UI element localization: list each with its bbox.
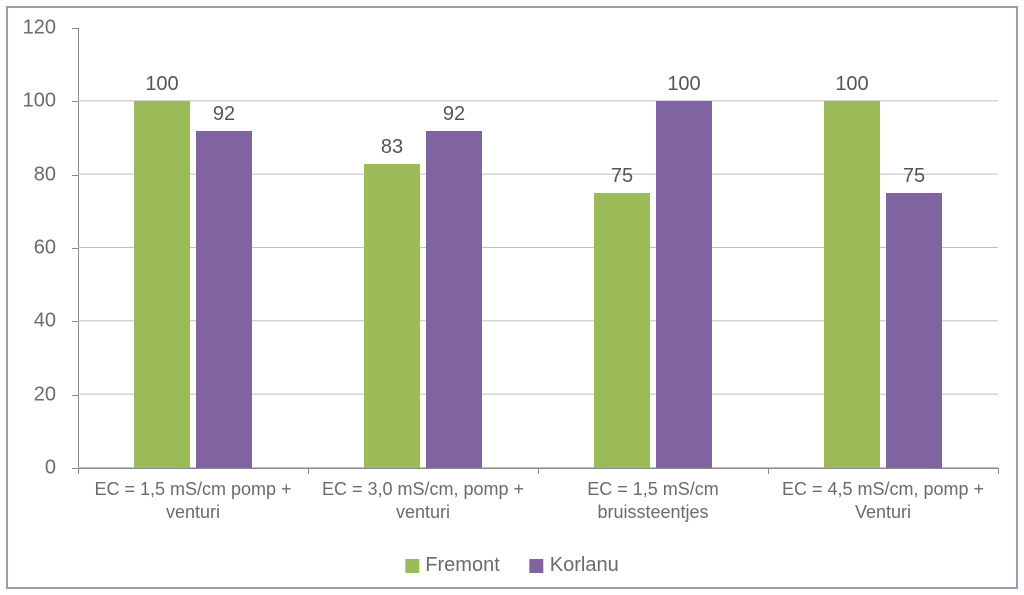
y-tick-label: 80 [6,163,56,186]
legend-swatch [530,559,544,573]
bar-data-label: 75 [611,165,633,188]
y-tick-label: 120 [6,17,56,40]
x-tick-mark [998,468,999,474]
bar-data-label: 92 [443,103,465,126]
legend-swatch [405,559,419,573]
y-tick-label: 60 [6,237,56,260]
bar-group: 10092 [78,28,308,468]
bar-data-label: 75 [903,165,925,188]
legend: Fremont Korlanu [405,554,618,577]
bar: 92 [426,131,482,468]
legend-item: Korlanu [530,554,619,577]
bar: 92 [196,131,252,468]
bar: 100 [134,101,190,468]
bar-groups: 1009283927510010075 [78,28,998,468]
bar-data-label: 92 [213,103,235,126]
y-tick-label: 0 [6,457,56,480]
x-axis-label: EC = 1,5 mS/cm bruissteentjes [538,478,768,525]
x-tick-mark [78,468,79,474]
y-tick-label: 40 [6,310,56,333]
legend-label: Korlanu [550,554,619,577]
bar-group: 75100 [538,28,768,468]
bar-data-label: 100 [667,73,700,96]
bar: 75 [886,193,942,468]
bar: 100 [656,101,712,468]
legend-item: Fremont [405,554,499,577]
y-tick-label: 100 [6,90,56,113]
bar-data-label: 100 [835,73,868,96]
x-axis-labels: EC = 1,5 mS/cm pomp + venturiEC = 3,0 mS… [78,478,998,525]
bar-group: 8392 [308,28,538,468]
bar-chart: 020406080100120 1009283927510010075 EC =… [6,6,1018,589]
bar-data-label: 83 [381,136,403,159]
bar: 75 [594,193,650,468]
x-axis-label: EC = 1,5 mS/cm pomp + venturi [78,478,308,525]
bar-group: 10075 [768,28,998,468]
x-axis-label: EC = 3,0 mS/cm, pomp + venturi [308,478,538,525]
x-axis-label: EC = 4,5 mS/cm, pomp + Venturi [768,478,998,525]
x-tick-mark [538,468,539,474]
bar: 100 [824,101,880,468]
x-tick-mark [768,468,769,474]
y-tick-label: 20 [6,383,56,406]
bar-data-label: 100 [145,73,178,96]
bar: 83 [364,164,420,468]
x-tick-mark [308,468,309,474]
legend-label: Fremont [425,554,499,577]
